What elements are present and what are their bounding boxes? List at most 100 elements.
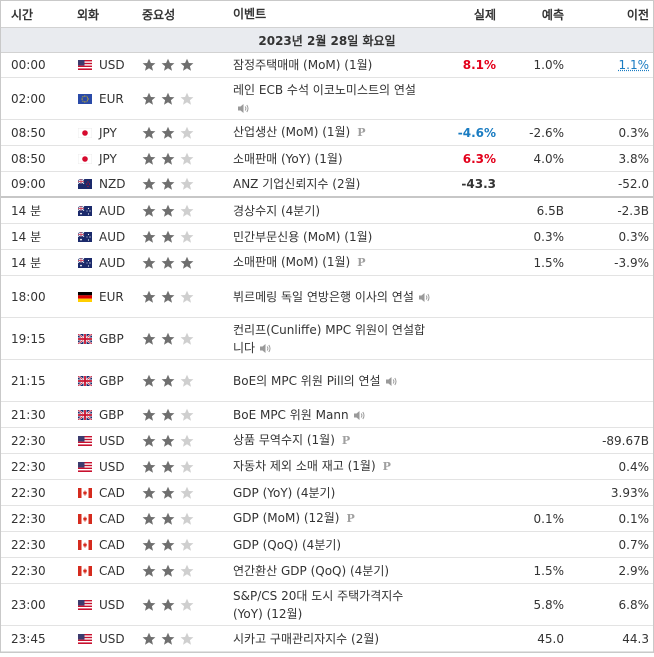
table-row[interactable]: 23:00 USD S&P/CS 20대 도시 주택가격지수 (YoY) (12월)… [1,584,653,626]
col-actual-header[interactable]: 실제 [473,7,496,22]
event-name[interactable]: 자동차 제외 소매 재고 (1월) [233,459,376,473]
us-flag-icon [78,633,92,644]
event-cell[interactable]: 잠정주택매매 (MoM) (1월) [231,56,431,74]
event-name[interactable]: 상품 무역수지 (1월) [233,433,335,447]
speaker-icon[interactable] [259,343,272,354]
preliminary-icon[interactable]: P [357,256,366,269]
event-name[interactable]: 경상수지 (4분기) [233,203,321,218]
table-row[interactable]: 08:50 JPY 산업생산 (MoM) (1월) P -4.6% -2.6% 0.3% [1,120,653,146]
date-banner: 2023년 2월 28일 화요일 [1,28,653,53]
speaker-icon[interactable] [353,410,366,421]
event-cell[interactable]: 시카고 구매관리자지수 (2월) [231,630,431,648]
event-name[interactable]: 소매판매 (YoY) (1월) [233,151,343,166]
event-cell[interactable]: GDP (MoM) (12월) P [231,509,431,528]
event-cell[interactable]: 뷔르메링 독일 연방은행 이사의 연설 [231,288,431,306]
currency-code: USD [99,459,125,474]
event-cell[interactable]: ANZ 기업신뢰지수 (2월) [231,175,431,193]
event-name[interactable]: ANZ 기업신뢰지수 (2월) [233,177,361,191]
event-cell[interactable]: 경상수지 (4분기) [231,202,431,220]
table-row[interactable]: 02:00 EUR 레인 ECB 수석 이코노미스트의 연설 [1,78,653,120]
table-row[interactable]: 22:30 USD 자동차 제외 소매 재고 (1월) P 0.4% [1,454,653,480]
event-cell[interactable]: BoE의 MPC 위원 Pill의 연설 [231,372,431,390]
table-row[interactable]: 22:30 CAD 연간환산 GDP (QoQ) (4분기) 1.5% 2.9% [1,558,653,584]
event-name[interactable]: BoE MPC 위원 Mann [233,407,349,422]
forecast-value: -2.6% [529,125,564,140]
event-cell[interactable]: 자동차 제외 소매 재고 (1월) P [231,457,431,476]
col-event-header[interactable]: 이벤트 [233,7,267,21]
event-name[interactable]: GDP (MoM) (12월) [233,511,340,525]
actual-value: -43.3 [461,177,496,191]
event-name[interactable]: 잠정주택매매 (MoM) (1월) [233,58,373,72]
event-cell[interactable]: 상품 무역수지 (1월) P [231,431,431,450]
speaker-icon[interactable] [237,103,250,114]
event-name[interactable]: 컨리프(Cunliffe) MPC 위원이 연설합니다 [233,322,426,355]
importance-rating [140,256,231,270]
event-time: 22:30 [11,485,46,500]
event-currency: AUD [76,256,140,270]
table-row[interactable]: 21:30 GBP BoE MPC 위원 Mann [1,402,653,428]
table-row[interactable]: 18:00 EUR 뷔르메링 독일 연방은행 이사의 연설 [1,276,653,318]
event-cell[interactable]: GDP (QoQ) (4분기) [231,536,431,554]
col-previous-header[interactable]: 이전 [626,7,649,22]
currency-code: CAD [99,511,125,526]
preliminary-icon[interactable]: P [346,512,355,525]
importance-star-icon [161,598,175,611]
event-name[interactable]: 소매판매 (MoM) (1월) [233,255,351,269]
table-row[interactable]: 21:15 GBP BoE의 MPC 위원 Pill의 연설 [1,360,653,402]
table-row[interactable]: 19:15 GBP 컨리프(Cunliffe) MPC 위원이 연설합니다 [1,318,653,360]
preliminary-icon[interactable]: P [382,460,391,473]
speaker-icon[interactable] [385,376,398,387]
col-currency-header[interactable]: 외화 [77,7,100,22]
event-name[interactable]: BoE의 MPC 위원 Pill의 연설 [233,373,381,388]
event-name[interactable]: 시카고 구매관리자지수 (2월) [233,631,380,646]
event-currency: USD [76,632,140,646]
event-name[interactable]: 연간환산 GDP (QoQ) (4분기) [233,563,390,578]
event-name[interactable]: GDP (QoQ) (4분기) [233,537,342,552]
event-cell[interactable]: 연간환산 GDP (QoQ) (4분기) [231,562,431,580]
forecast-value: 1.5% [533,255,565,270]
table-row[interactable]: 14 분 AUD 민간부문신용 (MoM) (1월) 0.3% 0.3% [1,224,653,250]
table-row[interactable]: 22:30 USD 상품 무역수지 (1월) P -89.67B [1,428,653,454]
event-cell[interactable]: GDP (YoY) (4분기) [231,484,431,502]
table-row[interactable]: 22:30 CAD GDP (MoM) (12월) P 0.1% 0.1% [1,506,653,532]
table-row[interactable]: 00:00 USD 잠정주택매매 (MoM) (1월) 8.1% 1.0% 1.1% [1,53,653,78]
event-name[interactable]: 뷔르메링 독일 연방은행 이사의 연설 [233,289,414,304]
table-row[interactable]: 09:00 NZD ANZ 기업신뢰지수 (2월) -43.3 -52.0 [1,172,653,198]
preliminary-icon[interactable]: P [357,126,366,139]
table-row[interactable]: 14 분 AUD 소매판매 (MoM) (1월) P 1.5% -3.9% [1,250,653,276]
event-name[interactable]: 민간부문신용 (MoM) (1월) [233,229,373,244]
previous-value: -52.0 [617,177,649,191]
event-cell[interactable]: 소매판매 (MoM) (1월) P [231,253,431,272]
event-cell[interactable]: 민간부문신용 (MoM) (1월) [231,228,431,246]
event-cell[interactable]: 소매판매 (YoY) (1월) [231,150,431,168]
table-row[interactable]: 14 분 AUD 경상수지 (4분기) 6.5B -2.3B [1,198,653,224]
table-row[interactable]: 23:45 USD 시카고 구매관리자지수 (2월) 45.0 44.3 [1,626,653,652]
table-row[interactable]: 22:30 CAD GDP (YoY) (4분기) 3.93% [1,480,653,506]
col-time-header[interactable]: 시간 [11,7,34,22]
preliminary-icon[interactable]: P [341,434,351,447]
event-cell[interactable]: 레인 ECB 수석 이코노미스트의 연설 [231,81,431,117]
col-importance-header[interactable]: 중요성 [142,7,176,22]
event-cell[interactable]: 컨리프(Cunliffe) MPC 위원이 연설합니다 [231,321,431,357]
currency-code: JPY [99,151,117,166]
event-cell[interactable]: BoE MPC 위원 Mann [231,406,431,424]
table-row[interactable]: 22:30 CAD GDP (QoQ) (4분기) 0.7% [1,532,653,558]
event-cell[interactable]: S&P/CS 20대 도시 주택가격지수 (YoY) (12월) [231,587,431,623]
currency-code: CAD [99,563,125,578]
previous-value[interactable]: 1.1% [564,58,650,72]
currency-code: USD [99,58,125,72]
table-row[interactable]: 08:50 JPY 소매판매 (YoY) (1월) 6.3% 4.0% 3.8% [1,146,653,172]
col-forecast-header[interactable]: 예측 [541,7,564,22]
gb-flag-icon [78,409,92,420]
importance-rating [140,486,231,500]
previous-revised-link[interactable]: 1.1% [618,58,650,72]
event-name[interactable]: 레인 ECB 수석 이코노미스트의 연설 [233,82,416,97]
event-name[interactable]: S&P/CS 20대 도시 주택가격지수 (YoY) (12월) [233,588,404,621]
importance-star-icon [180,632,194,645]
event-name[interactable]: 산업생산 (MoM) (1월) [233,125,351,139]
event-cell[interactable]: 산업생산 (MoM) (1월) P [231,123,431,142]
speaker-icon[interactable] [418,292,431,303]
event-time: 18:00 [11,289,46,304]
event-name[interactable]: GDP (YoY) (4분기) [233,485,336,500]
